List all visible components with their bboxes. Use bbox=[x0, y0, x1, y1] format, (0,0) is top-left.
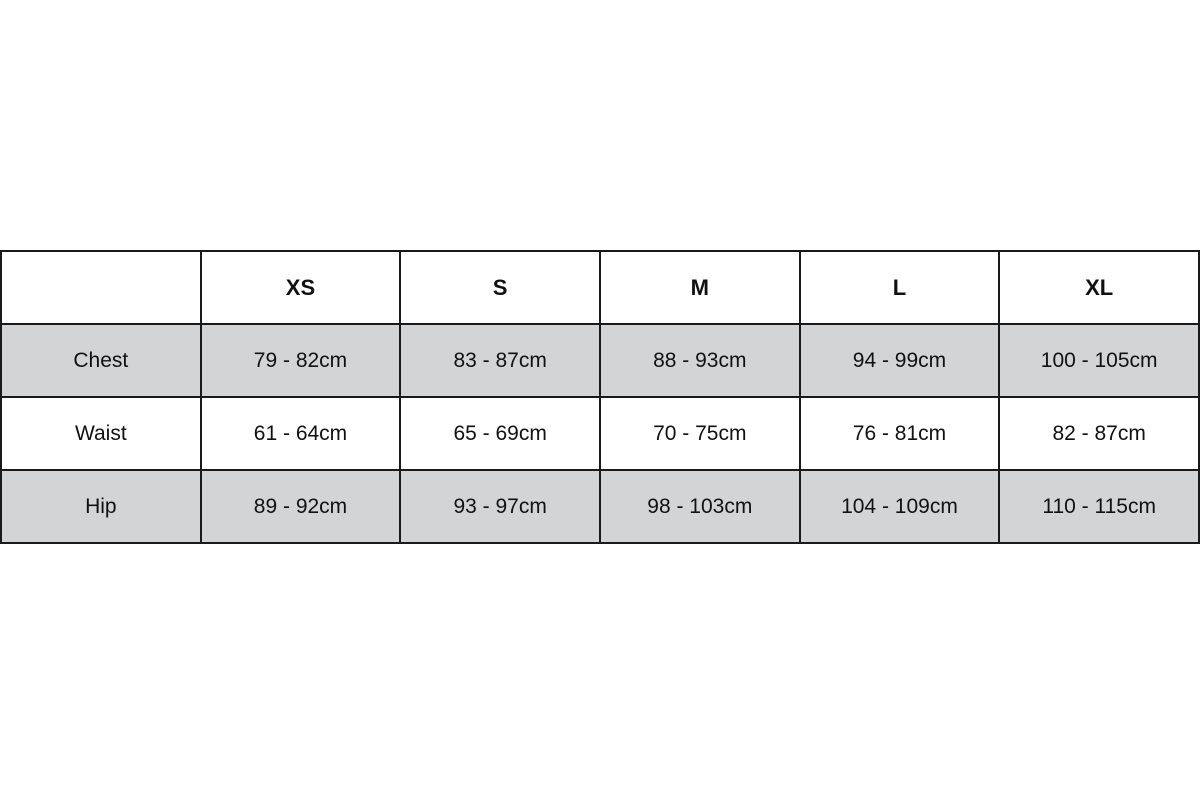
measurement-cell: 82 - 87cm bbox=[998, 396, 1200, 471]
size-chart-table: XS S M L XL Chest 79 - 82cm 83 - 87cm 88… bbox=[0, 250, 1200, 544]
corner-cell bbox=[0, 250, 202, 325]
table-row-waist: Waist 61 - 64cm 65 - 69cm 70 - 75cm 76 -… bbox=[0, 396, 1200, 471]
measurement-cell: 79 - 82cm bbox=[199, 323, 402, 398]
measurement-cell: 88 - 93cm bbox=[598, 323, 801, 398]
table-row-hip: Hip 89 - 92cm 93 - 97cm 98 - 103cm 104 -… bbox=[0, 469, 1200, 544]
size-header: L bbox=[798, 250, 1001, 325]
size-header: M bbox=[598, 250, 801, 325]
measurement-cell: 76 - 81cm bbox=[798, 396, 1001, 471]
size-header: XL bbox=[998, 250, 1200, 325]
measurement-cell: 98 - 103cm bbox=[598, 469, 801, 544]
measurement-cell: 104 - 109cm bbox=[798, 469, 1001, 544]
measurement-cell: 61 - 64cm bbox=[199, 396, 402, 471]
row-label: Hip bbox=[0, 469, 202, 544]
measurement-cell: 83 - 87cm bbox=[399, 323, 601, 398]
size-header: XS bbox=[199, 250, 402, 325]
measurement-cell: 100 - 105cm bbox=[998, 323, 1200, 398]
measurement-cell: 110 - 115cm bbox=[998, 469, 1200, 544]
measurement-cell: 89 - 92cm bbox=[199, 469, 402, 544]
header-row: XS S M L XL bbox=[0, 250, 1200, 325]
measurement-cell: 93 - 97cm bbox=[399, 469, 601, 544]
measurement-cell: 65 - 69cm bbox=[399, 396, 601, 471]
row-label: Waist bbox=[0, 396, 202, 471]
row-label: Chest bbox=[0, 323, 202, 398]
measurement-cell: 94 - 99cm bbox=[798, 323, 1001, 398]
table-row-chest: Chest 79 - 82cm 83 - 87cm 88 - 93cm 94 -… bbox=[0, 323, 1200, 398]
measurement-cell: 70 - 75cm bbox=[598, 396, 801, 471]
size-header: S bbox=[399, 250, 601, 325]
